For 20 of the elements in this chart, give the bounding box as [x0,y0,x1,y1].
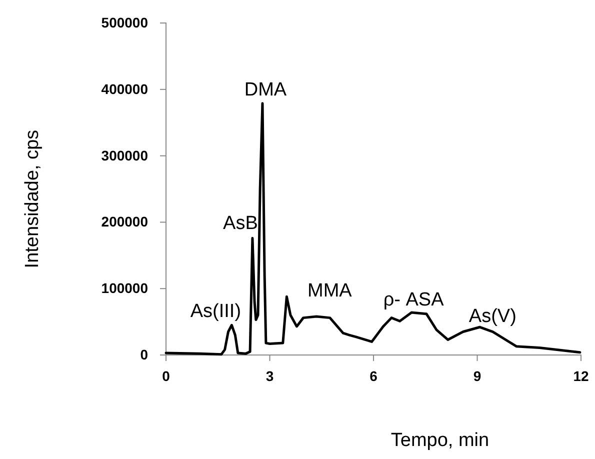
annotation: ρ- ASA [383,290,444,311]
y-tick-label: 300000 [101,147,148,164]
y-tick-label: 100000 [101,280,148,296]
y-axis-title: Intensidade, cps [22,130,43,268]
x-axis-title: Tempo, min [390,430,490,451]
y-tick-label: 500000 [101,14,148,30]
y-tick-label: 200000 [101,214,148,230]
y-tick-label: 400000 [101,80,148,97]
x-tick-label: 3 [266,368,274,384]
annotation: AsB [223,213,258,234]
line-series [164,102,582,356]
annotation: MMA [308,280,352,302]
annotation: As(III) [190,301,242,322]
x-tick-label: 12 [573,368,589,384]
y-tick-label: 0 [140,346,148,362]
x-tick-label: 0 [162,368,170,384]
annotation: DMA [244,79,287,100]
annotation: As(V) [468,306,516,328]
x-tick-label: 6 [370,368,378,384]
x-tick-label: 9 [473,368,482,384]
